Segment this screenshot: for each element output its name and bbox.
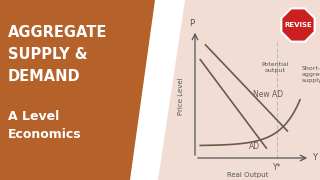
- Text: DEMAND: DEMAND: [8, 69, 81, 84]
- Text: Real Output: Real Output: [227, 172, 268, 178]
- Text: Price Level: Price Level: [178, 78, 184, 115]
- Text: AGGREGATE: AGGREGATE: [8, 25, 108, 40]
- Text: Y*: Y*: [273, 163, 281, 172]
- Text: AD: AD: [249, 142, 260, 151]
- Text: A Level: A Level: [8, 110, 59, 123]
- Bar: [155, 0, 320, 180]
- Text: SUPPLY &: SUPPLY &: [8, 47, 87, 62]
- Text: Economics: Economics: [8, 128, 82, 141]
- Polygon shape: [130, 0, 185, 180]
- Text: New AD: New AD: [253, 89, 283, 98]
- Polygon shape: [281, 8, 315, 42]
- Text: Short-run
aggregate
supply: Short-run aggregate supply: [302, 66, 320, 83]
- Text: Y: Y: [312, 154, 317, 163]
- Text: Potential
output: Potential output: [261, 62, 289, 73]
- Text: REVISE: REVISE: [284, 22, 312, 28]
- Text: P: P: [189, 19, 195, 28]
